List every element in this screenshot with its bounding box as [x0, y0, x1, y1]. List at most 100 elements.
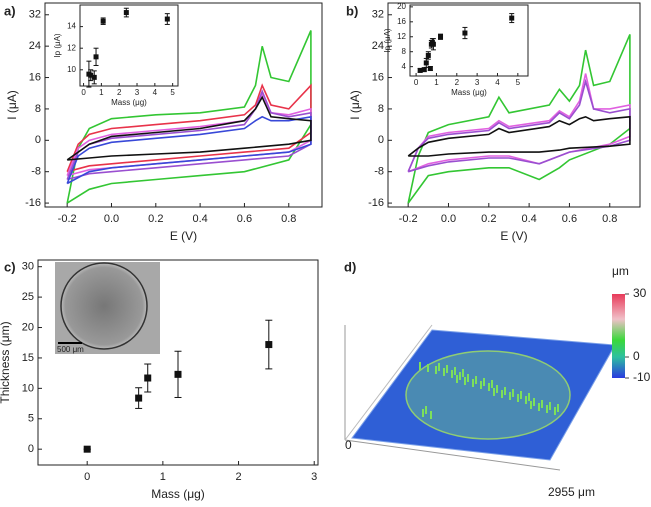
y-tick-label: 12	[397, 32, 406, 41]
x-tick-label: 0	[84, 471, 90, 483]
point	[91, 74, 97, 80]
y-tick-label: 8	[35, 103, 41, 115]
x-axis-label: E (V)	[170, 229, 197, 243]
panel-label: b)	[346, 3, 358, 18]
y-axis-label: Ip (μA)	[383, 28, 392, 53]
y-tick-label: -8	[374, 166, 384, 178]
x-tick-label: 2	[235, 471, 241, 483]
sample-disc	[405, 350, 571, 440]
x-tick-label: 0.4	[521, 213, 536, 225]
x-axis-label: Mass (μg)	[111, 98, 147, 107]
plot-frame	[79, 4, 179, 87]
x-axis-label: Mass (μg)	[151, 487, 205, 501]
x-tick-label: 2	[117, 88, 122, 97]
x-tick-label: 0.0	[441, 213, 456, 225]
y-tick-label: 32	[29, 9, 41, 21]
x-tick-label: -0.2	[58, 213, 77, 225]
y-tick-label: 4	[402, 62, 407, 71]
x-tick-label: 4	[153, 88, 158, 97]
x-tick-label: 0	[81, 88, 86, 97]
point	[100, 18, 106, 24]
x-tick-label: 0.0	[104, 213, 119, 225]
x-tick-label: 3	[475, 78, 480, 87]
axis-start-label: 0	[345, 438, 352, 452]
x-tick-label: -0.2	[399, 213, 418, 225]
y-tick-label: 16	[372, 71, 384, 83]
colorbar-unit: μm	[612, 264, 629, 278]
x-tick-label: 3	[311, 471, 317, 483]
x-tick-label: 0.8	[602, 213, 617, 225]
point	[509, 15, 515, 21]
y-tick-label: 15	[22, 352, 34, 364]
cv-curve	[66, 95, 312, 161]
x-tick-label: 5	[170, 88, 175, 97]
y-tick-label: 20	[397, 2, 406, 11]
x-tick-label: 0	[414, 78, 419, 87]
y-tick-label: -16	[25, 197, 41, 209]
point	[174, 370, 182, 378]
point	[430, 41, 436, 47]
cv-curve	[407, 78, 631, 173]
point	[123, 10, 129, 16]
axis-end-label: 2955 μm	[548, 485, 595, 499]
x-tick-label: 1	[99, 88, 104, 97]
y-tick-label: 10	[67, 65, 76, 74]
x-tick-label: 0.6	[562, 213, 577, 225]
x-tick-label: 0.8	[281, 213, 296, 225]
x-tick-label: 0.2	[148, 213, 163, 225]
point	[438, 34, 444, 40]
scale-label: 500 μm	[57, 345, 84, 354]
y-tick-label: 0	[378, 134, 384, 146]
point	[425, 52, 431, 58]
x-axis-label: E (V)	[500, 229, 527, 243]
y-tick-label: 8	[378, 103, 384, 115]
y-tick-label: 25	[22, 291, 34, 303]
x-tick-label: 4	[495, 78, 500, 87]
x-tick-label: 1	[160, 471, 166, 483]
x-tick-label: 0.4	[192, 213, 207, 225]
y-tick-label: 14	[67, 22, 76, 31]
y-tick-label: 8	[402, 47, 407, 56]
point	[93, 54, 99, 60]
point	[417, 67, 423, 73]
y-tick-label: 16	[29, 71, 41, 83]
y-tick-label: 30	[22, 261, 34, 273]
x-tick-label: 0.2	[481, 213, 496, 225]
point	[135, 394, 143, 402]
cv-curve	[66, 83, 312, 173]
point	[144, 374, 152, 382]
point	[462, 30, 468, 36]
point	[423, 60, 429, 66]
micrograph-disc	[60, 262, 148, 350]
point	[421, 67, 427, 73]
y-tick-label: 20	[22, 321, 34, 333]
x-tick-label: 3	[135, 88, 140, 97]
y-axis-label: Ip (μA)	[53, 33, 62, 58]
y-tick-label: -16	[368, 197, 384, 209]
y-tick-label: 0	[28, 443, 34, 455]
y-axis-label: I (μA)	[348, 90, 362, 120]
cv-curve	[407, 34, 631, 204]
colorbar-tick-label: 30	[633, 286, 647, 300]
x-tick-label: 0.6	[237, 213, 252, 225]
axis-line	[344, 324, 433, 441]
colorbar-tick-label: 0	[633, 349, 640, 363]
panel-label: d)	[344, 259, 356, 274]
cv-curve	[66, 89, 312, 181]
y-axis-label: I (μA)	[5, 90, 19, 120]
x-tick-label: 2	[455, 78, 460, 87]
y-tick-label: 12	[67, 43, 76, 52]
panel-label: c)	[4, 259, 16, 274]
y-tick-label: 10	[22, 382, 34, 394]
colorbar-tick-label: -10	[633, 370, 651, 384]
cv-curve	[407, 115, 631, 157]
point	[83, 445, 91, 453]
y-tick-label: 5	[28, 413, 34, 425]
y-axis-label: Thickness (μm)	[0, 321, 12, 403]
panel-label: a)	[4, 3, 16, 18]
point	[265, 341, 273, 349]
x-tick-label: 5	[516, 78, 521, 87]
y-tick-label: 32	[372, 9, 384, 21]
point	[164, 16, 170, 22]
